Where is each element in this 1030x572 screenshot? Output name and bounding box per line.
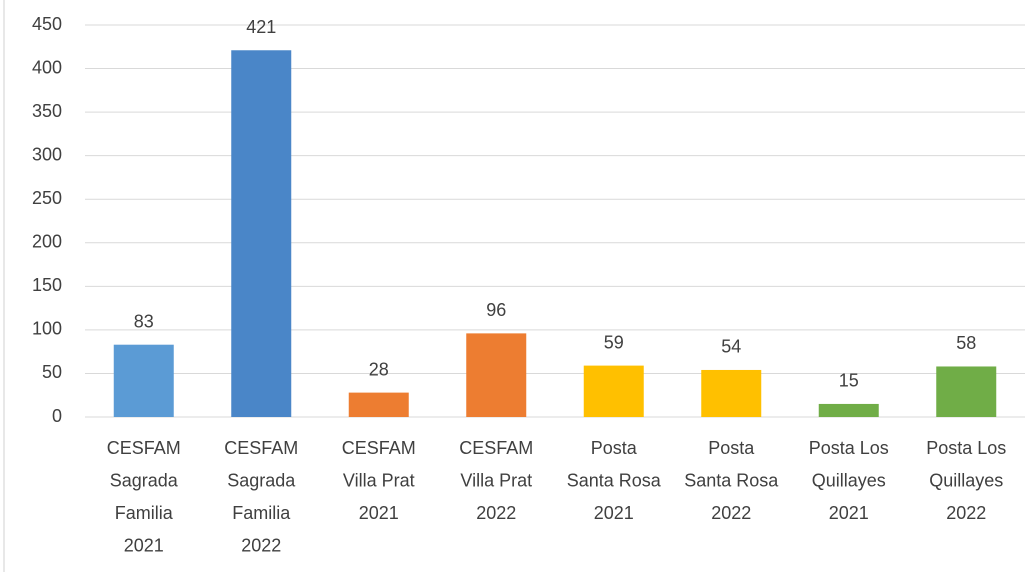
- value-label: 58: [956, 333, 976, 353]
- bar: [936, 366, 997, 417]
- y-tick-label: 300: [32, 144, 62, 164]
- x-tick-label: 2022: [241, 535, 281, 555]
- y-tick-label: 350: [32, 101, 62, 121]
- bar: [348, 392, 409, 417]
- bar: [466, 333, 527, 417]
- bar: [818, 403, 879, 417]
- value-label: 421: [246, 17, 276, 37]
- y-tick-label: 400: [32, 57, 62, 77]
- bar: [231, 50, 292, 418]
- x-tick-label: CESFAM: [224, 438, 298, 458]
- value-label: 54: [721, 337, 741, 357]
- x-tick-label: Quillayes: [812, 470, 886, 490]
- value-label: 15: [839, 371, 859, 391]
- x-tick-label: Familia: [232, 503, 291, 523]
- bar: [701, 369, 762, 417]
- x-tick-label: 2021: [359, 503, 399, 523]
- value-label: 83: [134, 311, 154, 331]
- x-tick-label: CESFAM: [342, 438, 416, 458]
- x-tick-label: Quillayes: [929, 470, 1003, 490]
- x-tick-label: 2022: [711, 503, 751, 523]
- x-tick-label: 2022: [476, 503, 516, 523]
- x-tick-label: Posta Los: [809, 438, 889, 458]
- y-tick-label: 450: [32, 14, 62, 34]
- x-tick-label: Sagrada: [227, 470, 296, 490]
- bar: [113, 344, 174, 417]
- value-label: 28: [369, 359, 389, 379]
- y-tick-label: 100: [32, 319, 62, 339]
- x-tick-label: 2021: [124, 535, 164, 555]
- x-tick-label: Sagrada: [110, 470, 179, 490]
- x-tick-label: Villa Prat: [343, 470, 415, 490]
- x-tick-label: Posta Los: [926, 438, 1006, 458]
- value-label: 96: [486, 300, 506, 320]
- bar: [583, 365, 644, 417]
- x-tick-label: 2021: [829, 503, 869, 523]
- x-tick-label: Posta: [708, 438, 755, 458]
- x-tick-label: 2021: [594, 503, 634, 523]
- x-tick-label: Santa Rosa: [684, 470, 779, 490]
- y-tick-label: 250: [32, 188, 62, 208]
- y-tick-label: 200: [32, 232, 62, 252]
- y-tick-label: 0: [52, 406, 62, 426]
- x-tick-label: Villa Prat: [460, 470, 532, 490]
- x-tick-label: Posta: [591, 438, 638, 458]
- x-tick-label: CESFAM: [107, 438, 181, 458]
- x-tick-label: Familia: [115, 503, 174, 523]
- x-tick-label: 2022: [946, 503, 986, 523]
- y-tick-label: 50: [42, 362, 62, 382]
- y-tick-label: 150: [32, 275, 62, 295]
- x-tick-label: CESFAM: [459, 438, 533, 458]
- value-label: 59: [604, 332, 624, 352]
- x-tick-label: Santa Rosa: [567, 470, 662, 490]
